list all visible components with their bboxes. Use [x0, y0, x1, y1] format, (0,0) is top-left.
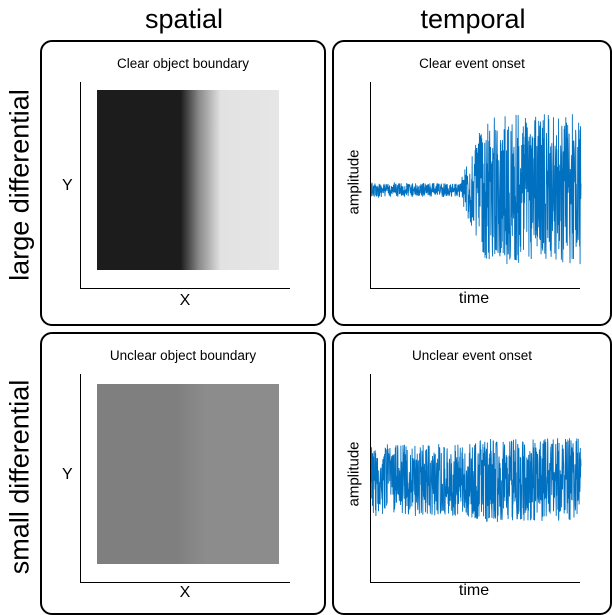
- panel-clear-object-boundary: Clear object boundary Y X: [40, 40, 326, 326]
- panel-title: Unclear event onset: [411, 348, 533, 363]
- x-axis: [80, 288, 290, 289]
- panel-title: Clear object boundary: [116, 56, 250, 71]
- x-axis-label: X: [179, 292, 191, 309]
- gradient-image-sharp: [97, 90, 279, 270]
- column-header-spatial: spatial: [144, 4, 224, 34]
- signal-trace: [370, 438, 582, 522]
- y-axis: [80, 82, 81, 288]
- x-axis: [80, 582, 290, 583]
- row-header-small-differential: small differential: [4, 379, 35, 575]
- panel-unclear-event-onset: Unclear event onset amplitude time: [332, 332, 612, 615]
- signal-waveform-unclear-onset: [370, 438, 582, 522]
- gradient-image-faint: [97, 384, 279, 564]
- x-axis-label: X: [179, 584, 191, 601]
- x-axis: [370, 288, 580, 289]
- signal-waveform-clear-onset: [370, 114, 582, 265]
- y-axis-label: Y: [62, 466, 73, 483]
- y-axis: [370, 374, 371, 582]
- y-axis-label: amplitude: [345, 441, 363, 507]
- x-axis-label: time: [458, 582, 490, 599]
- x-axis: [370, 582, 580, 583]
- panel-clear-event-onset: Clear event onset amplitude time: [332, 40, 612, 326]
- signal-trace: [370, 114, 582, 265]
- row-header-large-differential: large differential: [4, 89, 35, 281]
- panel-title: Clear event onset: [419, 56, 525, 71]
- y-axis: [370, 82, 371, 288]
- y-axis: [80, 374, 81, 582]
- y-axis-label: amplitude: [345, 149, 363, 215]
- panel-unclear-object-boundary: Unclear object boundary Y X: [40, 332, 326, 615]
- column-header-temporal: temporal: [420, 4, 526, 34]
- y-axis-label: Y: [62, 177, 73, 194]
- panel-title: Unclear object boundary: [109, 348, 257, 363]
- x-axis-label: time: [458, 290, 490, 307]
